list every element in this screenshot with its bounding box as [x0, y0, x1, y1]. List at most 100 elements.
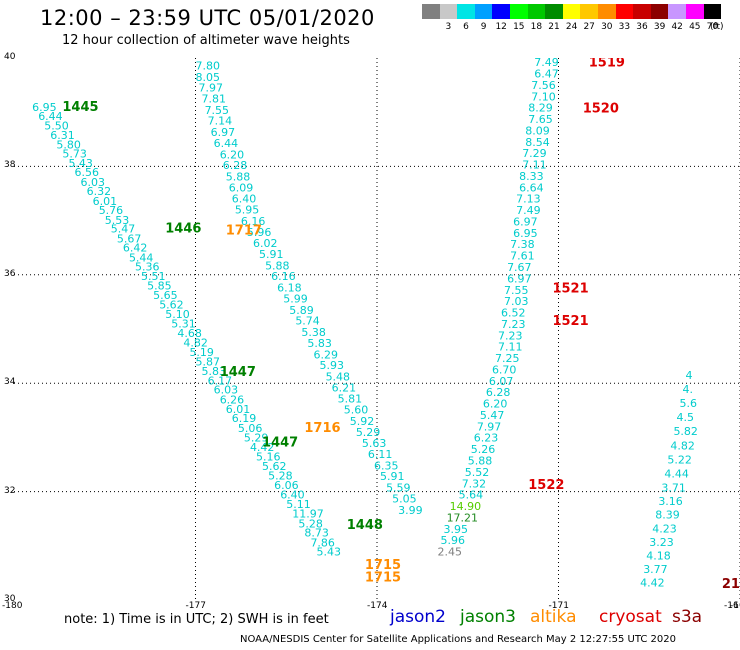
wave-height-value: 7.38	[510, 238, 534, 251]
legend-swatch	[703, 4, 722, 19]
wave-height-value: 5.43	[68, 157, 93, 170]
legend-label: 3	[445, 22, 452, 32]
legend-swatch	[650, 4, 669, 19]
pass-time-label: 1717	[226, 224, 262, 239]
legend-label: 27	[583, 22, 595, 32]
wave-height-value: 4	[686, 369, 693, 382]
wave-height-value: 6.31	[50, 129, 75, 142]
wave-height-value: 5.67	[117, 232, 142, 245]
wave-height-value: 6.44	[214, 137, 239, 150]
y-tick-label: 30	[4, 594, 16, 604]
wave-height-value: 6.11	[368, 448, 393, 461]
wave-height-value: 3.71	[661, 482, 686, 495]
wave-height-value: 6.01	[226, 403, 251, 416]
wave-height-value: 5.89	[289, 304, 314, 317]
wave-height-value: 5.05	[392, 492, 417, 505]
wave-height-value: 6.03	[81, 176, 106, 189]
wave-height-value: 5.80	[56, 139, 81, 152]
y-tick-label: 40	[4, 52, 16, 62]
wave-height-map: 6.956.445.506.315.805.735.436.566.036.32…	[14, 58, 740, 600]
footer-note: note: 1) Time is in UTC; 2) SWH is in fe…	[64, 612, 329, 627]
wave-height-value: 6.52	[501, 307, 526, 320]
satellite-name: cryosat	[599, 607, 662, 627]
wave-height-value: 5.28	[298, 517, 323, 530]
wave-height-value: 6.32	[87, 185, 112, 198]
wave-height-value: 6.18	[277, 282, 302, 295]
wave-height-value: 6.16	[241, 215, 266, 228]
pass-time-label: 1521	[552, 314, 588, 329]
wave-height-value: 4.	[683, 383, 694, 396]
wave-height-value: 6.95	[513, 227, 538, 240]
wave-height-value: 5.11	[286, 498, 311, 511]
wave-height-value: 3.99	[398, 504, 423, 517]
wave-height-value: 6.97	[513, 215, 538, 228]
wave-height-value: 5.36	[135, 260, 160, 273]
wave-height-value: 7.97	[477, 420, 502, 433]
x-tick-label: -168	[730, 601, 740, 611]
pass-time-label: 1446	[165, 222, 201, 237]
wave-height-value: 5.65	[153, 289, 178, 302]
wave-height-value: 5.96	[247, 226, 271, 239]
wave-height-value: 4.82	[183, 336, 208, 349]
wave-height-value: 8.33	[519, 170, 544, 183]
legend-swatch	[439, 4, 458, 19]
legend-label: 15	[513, 22, 525, 32]
wave-height-value: 5.88	[468, 455, 493, 468]
legend-label: 24	[565, 22, 578, 32]
pass-time-label: 1716	[304, 421, 340, 436]
wave-height-value: 5.29	[356, 426, 381, 439]
wave-height-value: 5.47	[111, 223, 136, 236]
wave-height-value: 6.20	[483, 398, 508, 411]
y-tick-label: 32	[4, 485, 16, 496]
pass-time-label: 1519	[589, 58, 625, 71]
wave-height-value: 7.29	[522, 147, 547, 160]
wave-height-value: 6.97	[507, 272, 532, 285]
wave-height-value: 7.55	[205, 104, 230, 117]
wave-height-value: 5.83	[307, 337, 332, 350]
wave-height-value: 5.83	[202, 365, 227, 378]
wave-height-value: 7.32	[462, 477, 487, 490]
wave-height-value: 7.97	[199, 82, 224, 95]
wave-height-value: 8.05	[196, 71, 221, 84]
wave-height-value: 5.19	[189, 346, 214, 359]
wave-height-value: 7.81	[202, 92, 227, 105]
wave-height-value: 2.45	[438, 546, 463, 559]
wave-height-value: 6.40	[280, 489, 305, 502]
wave-height-value: 6.47	[534, 68, 559, 81]
wave-height-value: 6.07	[489, 375, 514, 388]
wave-height-value: 4.68	[177, 327, 202, 340]
y-tick-label: 34	[4, 377, 16, 388]
wave-height-value: 7.03	[504, 295, 529, 308]
legend-label: 18	[530, 22, 543, 32]
wave-height-value: 5.16	[256, 451, 281, 464]
wave-height-value: 7.13	[516, 193, 541, 206]
wave-height-value: 5.82	[673, 425, 698, 438]
wave-height-value: 11.97	[292, 508, 324, 521]
legend-swatch	[615, 4, 634, 19]
wave-height-value: 5.06	[238, 422, 263, 435]
x-tick-label: -177	[185, 601, 206, 611]
wave-height-points: 6.956.445.506.315.805.735.436.566.036.32…	[32, 58, 698, 589]
wave-height-value: 5.26	[471, 443, 496, 456]
legend-swatch	[633, 4, 651, 19]
satellite-name: s3a	[672, 607, 703, 627]
wave-height-value: 6.40	[232, 193, 256, 206]
wave-height-value: 6.16	[271, 270, 296, 283]
wave-height-value: 5.87	[196, 355, 221, 368]
wave-height-value: 8.09	[525, 124, 550, 137]
wave-height-value: 6.17	[208, 374, 233, 387]
satellite-name: altika	[530, 607, 577, 627]
wave-height-value: 6.20	[220, 148, 245, 161]
pass-time-label: 1715	[365, 558, 401, 573]
legend-label: 9	[480, 22, 487, 32]
wave-height-value: 4.18	[646, 549, 671, 562]
legend-unit: (ft)	[710, 22, 724, 32]
wave-height-value: 7.55	[504, 284, 529, 297]
legend-swatch	[510, 4, 528, 19]
pass-time-label: 1447	[220, 365, 256, 380]
legend-label: 45	[689, 22, 701, 32]
legend-swatch	[527, 4, 546, 19]
legend-label: 42	[671, 22, 683, 32]
wave-height-value: 6.35	[374, 459, 399, 472]
